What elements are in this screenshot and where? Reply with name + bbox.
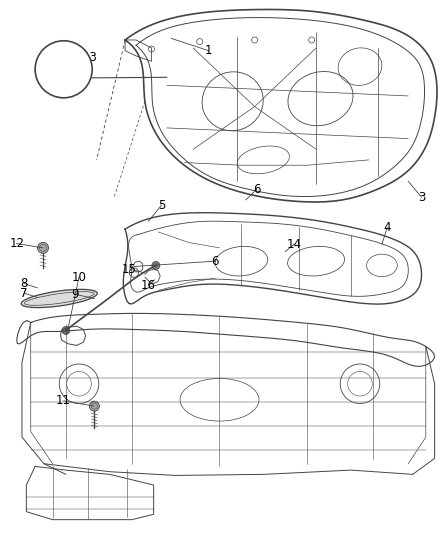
Text: 14: 14: [286, 238, 301, 251]
Text: 1: 1: [204, 44, 212, 57]
Ellipse shape: [21, 289, 97, 308]
Text: 5: 5: [158, 199, 165, 212]
Text: 8: 8: [21, 277, 28, 290]
Circle shape: [89, 401, 99, 411]
Circle shape: [62, 326, 70, 335]
Text: 15: 15: [122, 263, 137, 276]
Text: 6: 6: [211, 255, 219, 268]
Text: 12: 12: [9, 237, 24, 250]
Circle shape: [35, 41, 92, 98]
Text: 9: 9: [71, 288, 78, 301]
Text: 4: 4: [382, 221, 390, 234]
Text: 6: 6: [252, 183, 260, 196]
Text: 16: 16: [141, 279, 155, 292]
Circle shape: [37, 243, 49, 253]
Text: 11: 11: [56, 394, 71, 407]
Text: 10: 10: [71, 271, 86, 284]
Text: 7: 7: [20, 287, 28, 300]
Text: 3: 3: [417, 191, 424, 204]
Text: 13: 13: [82, 51, 97, 64]
Circle shape: [152, 261, 159, 270]
